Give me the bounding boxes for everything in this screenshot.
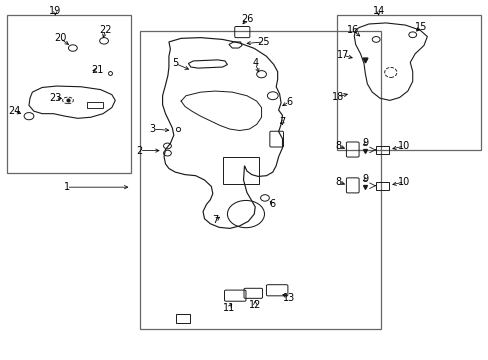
Text: 6: 6 bbox=[269, 199, 275, 210]
Text: 7: 7 bbox=[212, 215, 218, 225]
Text: 5: 5 bbox=[172, 58, 178, 68]
Text: 10: 10 bbox=[398, 177, 410, 187]
Text: 12: 12 bbox=[248, 300, 261, 310]
Text: 23: 23 bbox=[49, 93, 61, 103]
Bar bbox=[375, 182, 388, 190]
Text: 9: 9 bbox=[362, 174, 368, 184]
Text: 19: 19 bbox=[49, 6, 61, 16]
Bar bbox=[176, 315, 189, 323]
Text: 10: 10 bbox=[398, 141, 410, 151]
Text: 6: 6 bbox=[285, 97, 292, 107]
Text: 1: 1 bbox=[63, 182, 69, 192]
Bar bbox=[140, 31, 380, 329]
Text: 25: 25 bbox=[256, 37, 269, 47]
Bar bbox=[222, 157, 259, 184]
Text: 16: 16 bbox=[346, 25, 358, 35]
Text: 7: 7 bbox=[279, 117, 285, 127]
Text: 26: 26 bbox=[240, 14, 253, 24]
Text: 9: 9 bbox=[362, 139, 368, 148]
Text: 18: 18 bbox=[331, 92, 344, 102]
Text: 17: 17 bbox=[336, 50, 348, 60]
Text: 22: 22 bbox=[99, 25, 112, 35]
Text: 15: 15 bbox=[414, 22, 427, 32]
Text: 21: 21 bbox=[91, 64, 103, 75]
Bar bbox=[6, 15, 131, 173]
Text: 8: 8 bbox=[334, 141, 341, 151]
Text: 2: 2 bbox=[136, 145, 142, 156]
Text: 20: 20 bbox=[54, 33, 66, 43]
Text: 24: 24 bbox=[8, 106, 20, 116]
Bar bbox=[375, 146, 388, 154]
Text: 3: 3 bbox=[149, 124, 156, 134]
Text: 14: 14 bbox=[372, 6, 384, 16]
Text: 11: 11 bbox=[223, 303, 235, 314]
Text: 4: 4 bbox=[252, 58, 258, 68]
Text: 8: 8 bbox=[334, 177, 341, 187]
Bar bbox=[87, 102, 103, 108]
Bar bbox=[336, 15, 480, 149]
Text: 13: 13 bbox=[283, 293, 295, 303]
